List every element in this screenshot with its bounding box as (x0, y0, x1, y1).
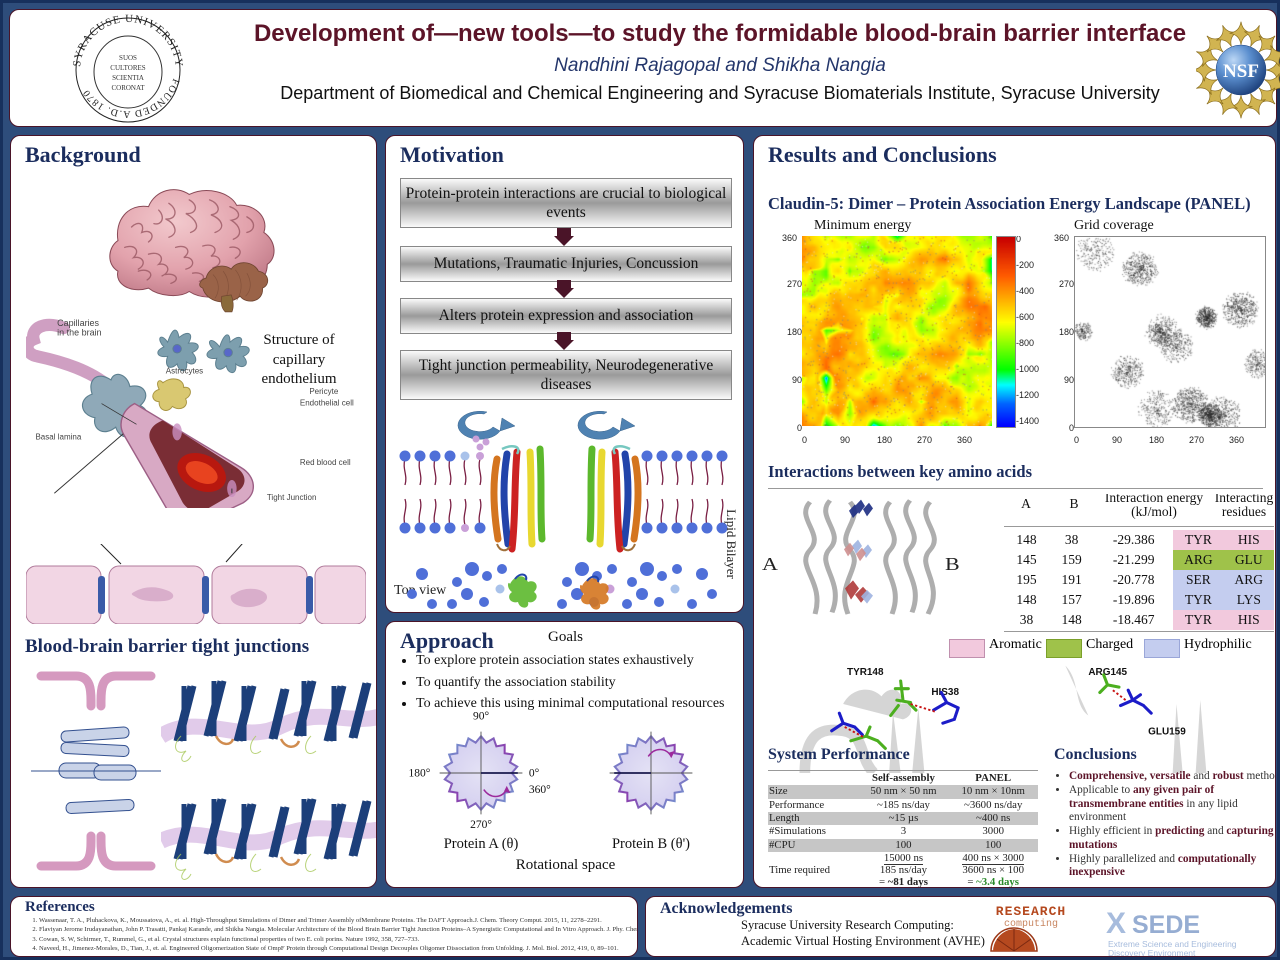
svg-text:90: 90 (840, 435, 850, 445)
svg-text:-1000: -1000 (1016, 364, 1039, 374)
svg-text:90: 90 (792, 375, 802, 385)
svg-text:Protein A (θ): Protein A (θ) (444, 836, 519, 852)
svg-text:180: 180 (1059, 327, 1074, 337)
svg-text:90: 90 (1112, 435, 1122, 445)
svg-text:360°: 360° (529, 784, 551, 796)
svg-text:θ': θ' (1054, 334, 1057, 341)
svg-text:GLU159: GLU159 (1148, 727, 1186, 738)
svg-text:A: A (762, 555, 779, 574)
svg-text:Top view: Top view (394, 583, 447, 598)
svg-text:ARG145: ARG145 (1088, 667, 1127, 678)
svg-text:270: 270 (787, 279, 802, 289)
svg-text:270: 270 (1189, 435, 1204, 445)
svg-text:Tight Junction: Tight Junction (267, 493, 317, 502)
svg-text:360: 360 (1054, 233, 1069, 243)
svg-text:-600: -600 (1016, 312, 1034, 322)
svg-text:Astrocytes: Astrocytes (166, 366, 203, 375)
svg-text:θ': θ' (782, 334, 785, 341)
svg-text:90: 90 (1064, 375, 1074, 385)
svg-text:Capillaries: Capillaries (57, 318, 99, 328)
svg-text:270: 270 (1059, 279, 1074, 289)
svg-text:Endothelial cell: Endothelial cell (300, 398, 354, 407)
svg-text:NSF: NSF (1223, 61, 1259, 82)
svg-text:0: 0 (797, 423, 802, 433)
svg-text:TYR148: TYR148 (847, 667, 884, 678)
svg-text:Red blood cell: Red blood cell (300, 458, 351, 467)
svg-text:(kJ/mol): (kJ/mol) (1131, 504, 1177, 519)
svg-text:0: 0 (802, 435, 807, 445)
svg-text:Pericyte: Pericyte (309, 387, 338, 396)
svg-text:SCIENTIA: SCIENTIA (112, 74, 144, 82)
svg-text:X: X (1106, 907, 1126, 940)
svg-text:360: 360 (957, 435, 972, 445)
svg-text:-1200: -1200 (1016, 390, 1039, 400)
svg-text:180: 180 (1149, 435, 1164, 445)
svg-text:HIS38: HIS38 (931, 687, 959, 698)
svg-text:Lipid Bilayer: Lipid Bilayer (724, 509, 737, 579)
svg-text:0: 0 (1016, 236, 1021, 244)
svg-text:0°: 0° (529, 768, 540, 780)
svg-text:360: 360 (1229, 435, 1244, 445)
svg-text:270°: 270° (470, 819, 492, 831)
svg-text:180°: 180° (409, 768, 431, 780)
svg-text:RESEARCH: RESEARCH (996, 904, 1066, 919)
svg-text:CORONAT: CORONAT (111, 84, 145, 92)
svg-text:Protein B (θ'): Protein B (θ') (612, 836, 690, 852)
svg-text:360: 360 (782, 233, 797, 243)
svg-text:-200: -200 (1016, 260, 1034, 270)
svg-text:Discovery Environment: Discovery Environment (1108, 948, 1196, 957)
svg-text:-800: -800 (1016, 338, 1034, 348)
svg-text:0: 0 (1069, 423, 1074, 433)
svg-text:180: 180 (877, 435, 892, 445)
svg-text:-400: -400 (1016, 286, 1034, 296)
svg-text:Basal lamina: Basal lamina (35, 432, 81, 441)
svg-text:180: 180 (787, 327, 802, 337)
svg-text:B: B (1069, 496, 1078, 511)
svg-text:0: 0 (1074, 435, 1079, 445)
svg-text:SUOS: SUOS (119, 54, 137, 62)
svg-text:B: B (945, 555, 960, 574)
svg-text:residues: residues (1222, 504, 1266, 519)
svg-text:CULTORES: CULTORES (110, 64, 146, 72)
svg-text:in the brain: in the brain (57, 328, 101, 338)
svg-text:A: A (1021, 496, 1031, 511)
svg-text:SEDE: SEDE (1132, 911, 1200, 939)
svg-text:-1400: -1400 (1016, 416, 1039, 426)
svg-text:90°: 90° (473, 711, 490, 723)
svg-text:270: 270 (917, 435, 932, 445)
